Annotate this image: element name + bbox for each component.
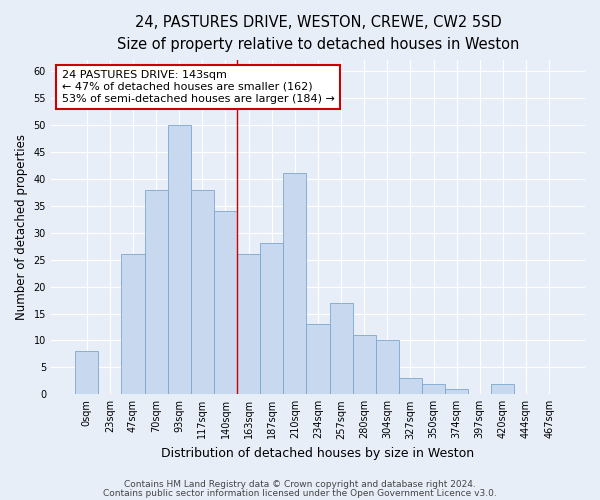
Bar [307, 324, 329, 394]
Bar [422, 384, 445, 394]
Bar [353, 335, 376, 394]
Text: 24 PASTURES DRIVE: 143sqm
← 47% of detached houses are smaller (162)
53% of semi: 24 PASTURES DRIVE: 143sqm ← 47% of detac… [62, 70, 334, 104]
Bar [214, 211, 237, 394]
X-axis label: Distribution of detached houses by size in Weston: Distribution of detached houses by size … [161, 447, 475, 460]
Bar [283, 174, 307, 394]
Bar [260, 244, 283, 394]
Bar [121, 254, 145, 394]
Bar [75, 351, 98, 395]
Bar [167, 125, 191, 394]
Text: Contains public sector information licensed under the Open Government Licence v3: Contains public sector information licen… [103, 489, 497, 498]
Bar [445, 389, 468, 394]
Bar [191, 190, 214, 394]
Title: 24, PASTURES DRIVE, WESTON, CREWE, CW2 5SD
Size of property relative to detached: 24, PASTURES DRIVE, WESTON, CREWE, CW2 5… [117, 15, 519, 52]
Bar [399, 378, 422, 394]
Bar [145, 190, 167, 394]
Bar [376, 340, 399, 394]
Y-axis label: Number of detached properties: Number of detached properties [15, 134, 28, 320]
Bar [491, 384, 514, 394]
Bar [237, 254, 260, 394]
Text: Contains HM Land Registry data © Crown copyright and database right 2024.: Contains HM Land Registry data © Crown c… [124, 480, 476, 489]
Bar [329, 302, 353, 394]
